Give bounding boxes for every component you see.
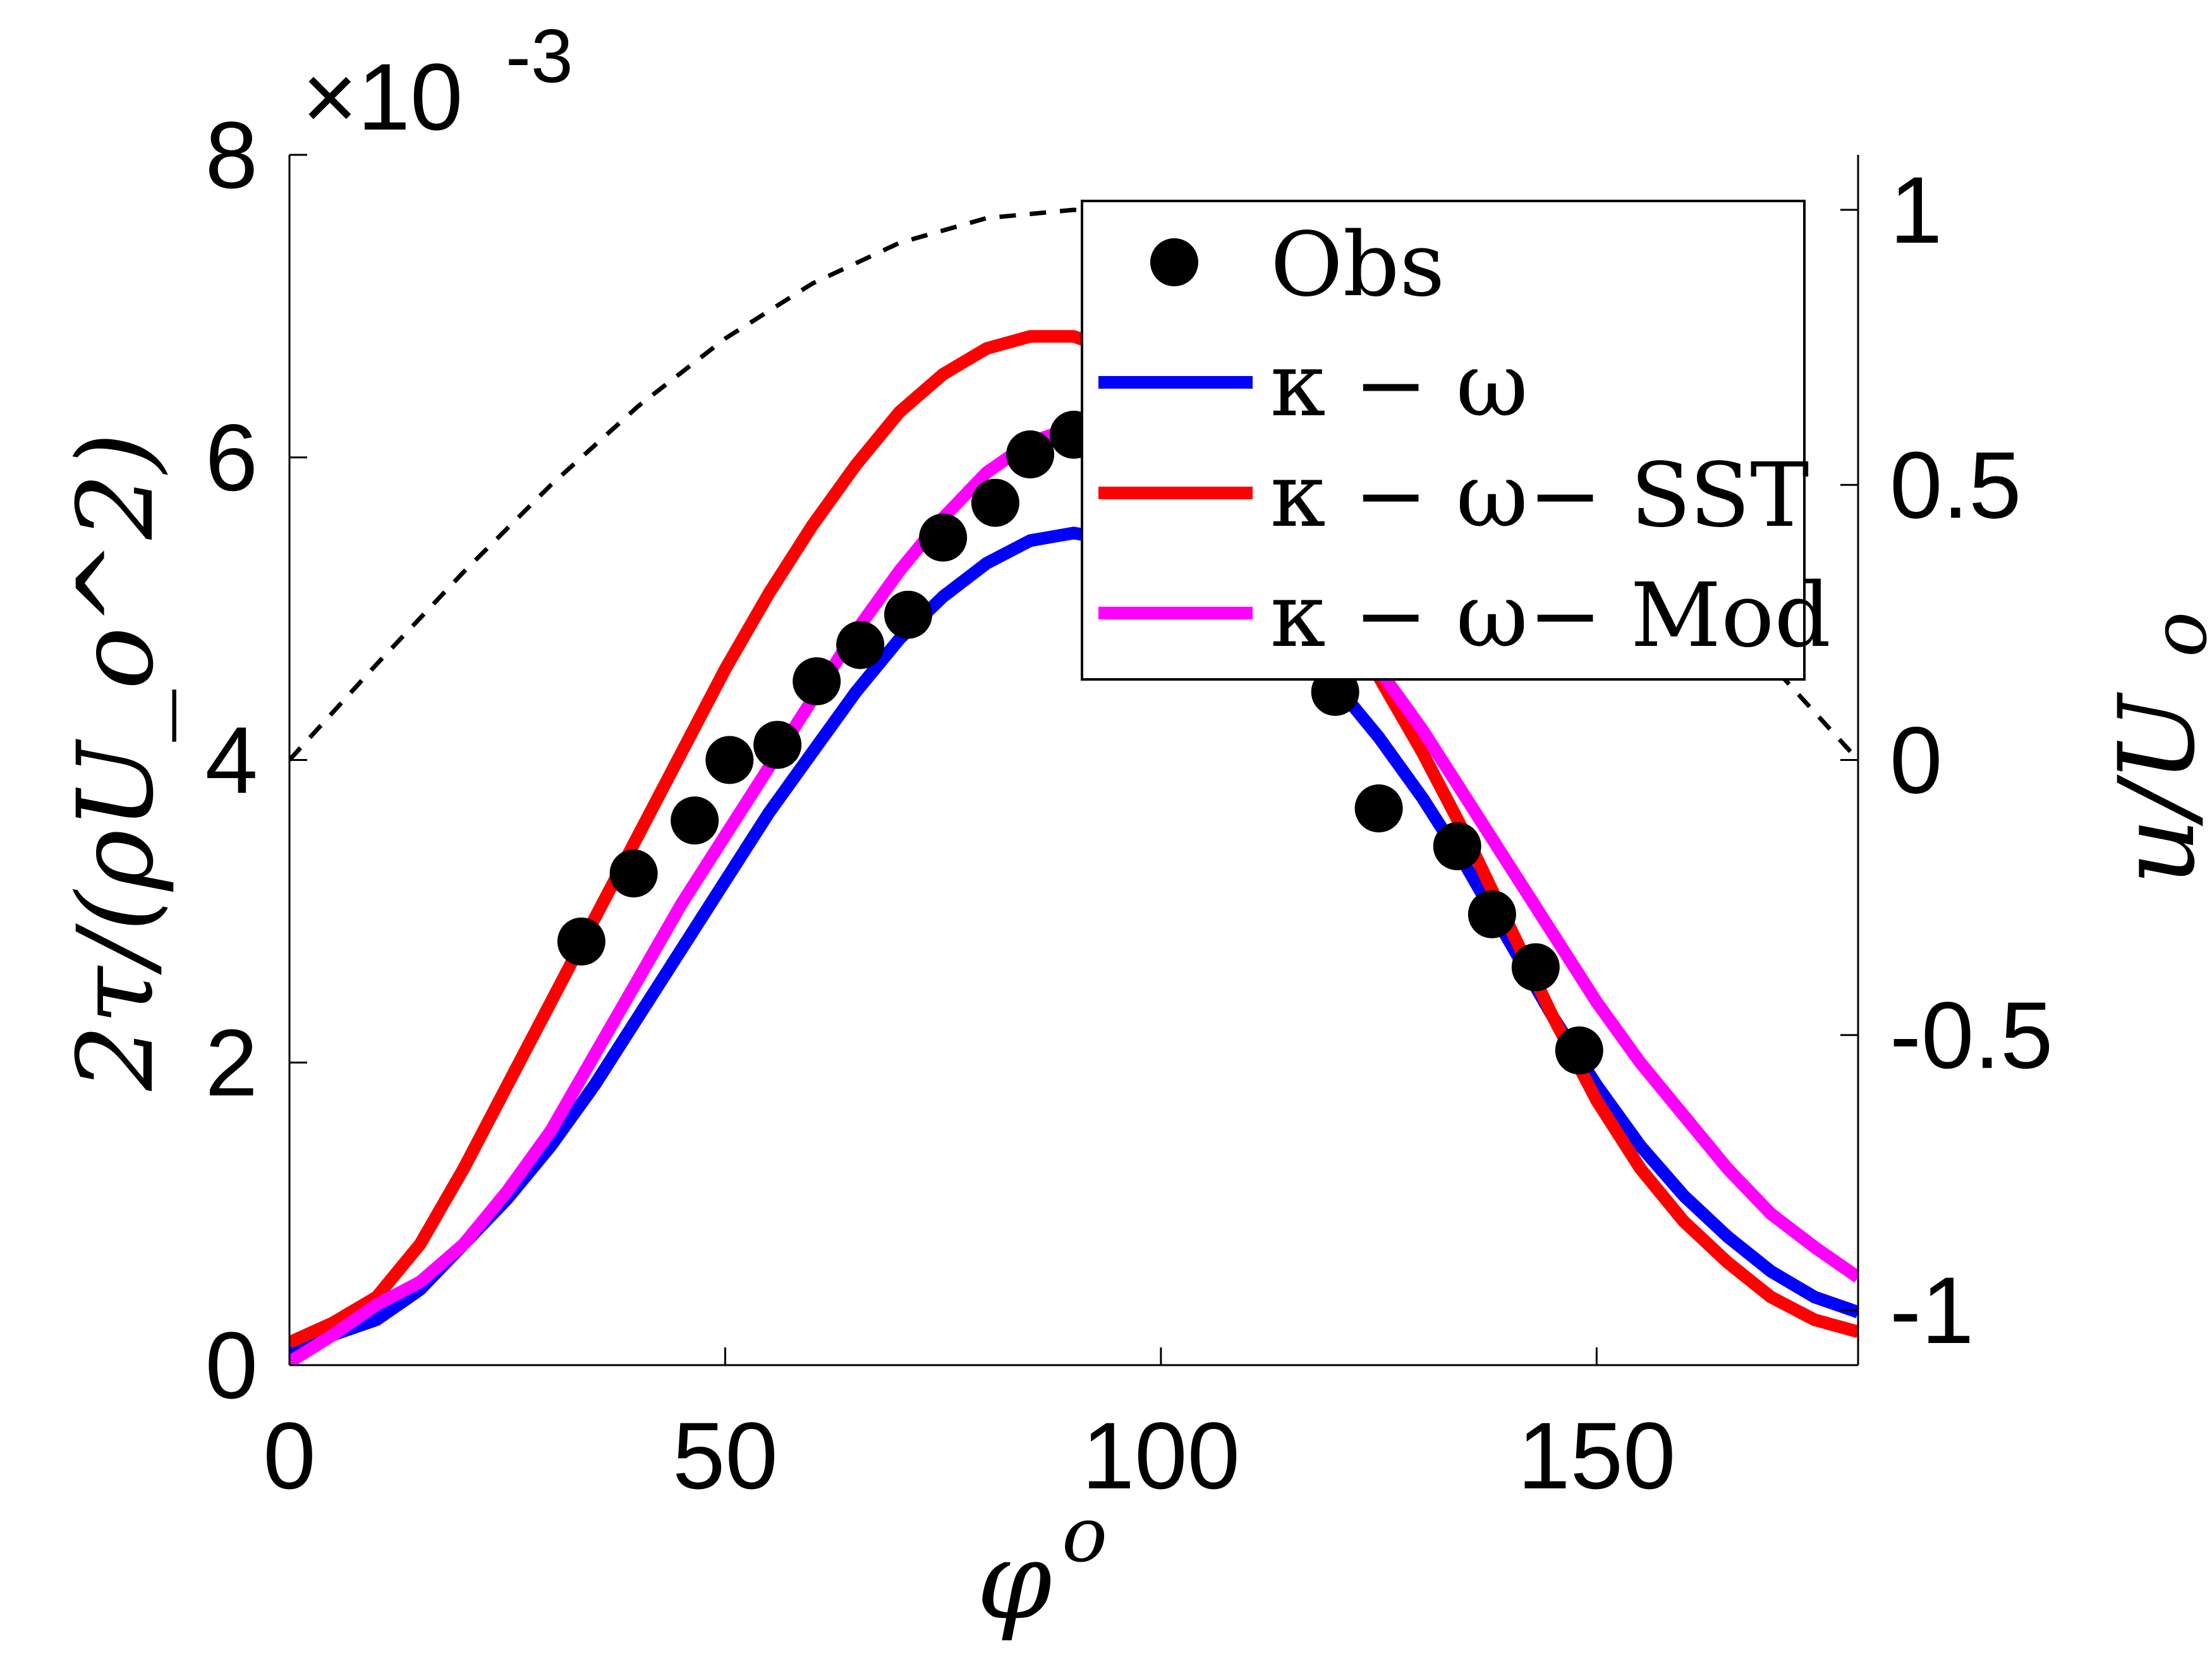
legend-label-2: κ − ω− SST <box>1270 444 1809 547</box>
y-exponent-label: ×10 <box>302 44 463 150</box>
y-right-axis-label-subscript: o <box>2136 612 2212 657</box>
y-left-tick-label: 2 <box>205 1009 258 1115</box>
obs-point <box>671 796 719 845</box>
y-right-tick-label: 0.5 <box>1890 432 2022 538</box>
legend-label-0: Obs <box>1270 214 1445 317</box>
y-exponent-power: -3 <box>506 14 573 99</box>
x-tick-label: 50 <box>672 1402 778 1509</box>
obs-point <box>753 720 802 769</box>
x-tick-label: 100 <box>1082 1402 1240 1509</box>
y-left-axis-label: 2τ/(ρU_o^2) <box>55 432 176 1091</box>
plot-content <box>289 207 1858 1365</box>
x-axis-label: φ <box>976 1519 1052 1644</box>
obs-point <box>609 849 658 898</box>
legend: Obs κ − ωκ − ω− SST κ − ω− Mod <box>1081 200 1831 681</box>
x-tick-label: 150 <box>1517 1402 1675 1509</box>
obs-point <box>1555 1026 1603 1075</box>
obs-point <box>1511 943 1560 992</box>
series-2-line <box>289 330 1858 1349</box>
obs-point <box>884 590 933 639</box>
obs-point <box>971 478 1019 527</box>
x-tick-label: 0 <box>263 1402 315 1509</box>
y-left-tick-label: 8 <box>205 102 258 208</box>
legend-box <box>1081 200 1806 681</box>
obs-point <box>919 513 968 562</box>
y-right-axis-label: u/U <box>2096 692 2212 885</box>
obs-point <box>1433 822 1481 870</box>
x-axis-label-superscript: o <box>1062 1492 1107 1579</box>
y-right-tick-label: 1 <box>1890 157 1942 263</box>
legend-label-3: κ − ω− Mod <box>1270 564 1831 667</box>
y-left-tick-label: 0 <box>205 1312 258 1418</box>
plot-area <box>289 207 1858 1365</box>
legend-obs-marker <box>1150 238 1198 286</box>
y-left-tick-label: 6 <box>205 404 258 511</box>
y-left-tick-label: 4 <box>205 707 258 813</box>
series-1-line <box>289 526 1858 1359</box>
obs-point <box>1468 890 1516 939</box>
axes: 0 50 100 150 0 2 4 6 8 -1 -0.5 0 0.5 1 <box>205 102 2053 1509</box>
obs-point <box>705 736 754 784</box>
legend-label-1: κ − ω <box>1270 334 1528 437</box>
obs-point <box>793 657 841 706</box>
y-right-tick-label: -1 <box>1890 1257 1974 1363</box>
obs-point <box>1354 784 1403 833</box>
y-right-tick-label: -0.5 <box>1890 982 2053 1088</box>
obs-point <box>1006 430 1055 478</box>
obs-point <box>836 621 885 669</box>
obs-point <box>557 917 605 966</box>
y-right-tick-label: 0 <box>1890 707 1942 813</box>
